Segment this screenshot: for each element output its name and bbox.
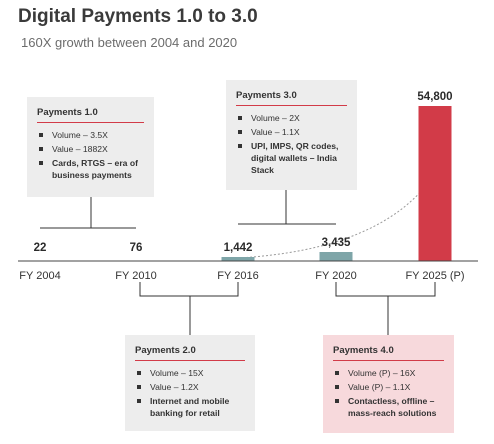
connector-line <box>238 190 336 225</box>
box-heading: Payments 3.0 <box>236 90 347 106</box>
box-list: Volume – 15X Value – 1.2X Internet and mob… <box>135 367 245 419</box>
bar <box>221 257 255 261</box>
payments-4-box: Payments 4.0 Volume (P) – 16X Value (P) – … <box>323 335 454 433</box>
x-tick-label: FY 2016 <box>217 270 258 282</box>
trend-line <box>237 177 433 259</box>
chart-title: Digital Payments 1.0 to 3.0 <box>18 6 258 27</box>
value-label: 76 <box>130 242 143 254</box>
box-list-item: Value (P) – 1.1X <box>333 381 444 393</box>
payments-1-box: Payments 1.0 Volume – 3.5X Value – 1882X Ca… <box>27 97 154 197</box>
x-tick-label: FY 2004 <box>19 270 60 282</box>
box-list-item: Volume (P) – 16X <box>333 367 444 379</box>
payments-2-box: Payments 2.0 Volume – 15X Value – 1.2X Inte… <box>125 335 255 431</box>
bar <box>319 252 353 261</box>
box-list-item: Volume – 2X <box>236 112 347 124</box>
connector-line <box>139 282 239 335</box>
x-tick-label: FY 2010 <box>115 270 156 282</box>
x-tick-label: FY 2025 (P) <box>405 270 464 282</box>
value-label: 54,800 <box>417 91 452 103</box>
box-list-item: Cards, RTGS – era of business payments <box>37 157 144 181</box>
box-list-item: Value – 1.2X <box>135 381 245 393</box>
value-label: 22 <box>34 242 47 254</box>
bar <box>418 106 452 261</box>
box-list-item: Volume – 15X <box>135 367 245 379</box>
x-tick-label: FY 2020 <box>315 270 356 282</box>
payments-3-box: Payments 3.0 Volume – 2X Value – 1.1X UPI, … <box>226 80 357 190</box>
box-list-item: Internet and mobile banking for retail <box>135 395 245 419</box>
connector-line <box>40 197 136 229</box>
box-list-item: Volume – 3.5X <box>37 129 144 141</box>
box-heading: Payments 1.0 <box>37 107 144 123</box>
box-heading: Payments 4.0 <box>333 345 444 361</box>
box-list-item: UPI, IMPS, QR codes, digital wallets – I… <box>236 140 347 176</box>
box-list: Volume – 2X Value – 1.1X UPI, IMPS, QR cod… <box>236 112 347 176</box>
connector-line <box>335 282 436 335</box>
box-list: Volume – 3.5X Value – 1882X Cards, RTGS – … <box>37 129 144 181</box>
value-label: 3,435 <box>322 237 351 249</box>
chart-subtitle: 160X growth between 2004 and 2020 <box>21 35 238 50</box>
box-list-item: Contactless, offline – mass-reach soluti… <box>333 395 444 419</box>
value-label: 1,442 <box>224 242 253 254</box>
box-list-item: Value – 1.1X <box>236 126 347 138</box>
box-heading: Payments 2.0 <box>135 345 245 361</box>
box-list-item: Value – 1882X <box>37 143 144 155</box>
box-list: Volume (P) – 16X Value (P) – 1.1X Contactl… <box>333 367 444 419</box>
